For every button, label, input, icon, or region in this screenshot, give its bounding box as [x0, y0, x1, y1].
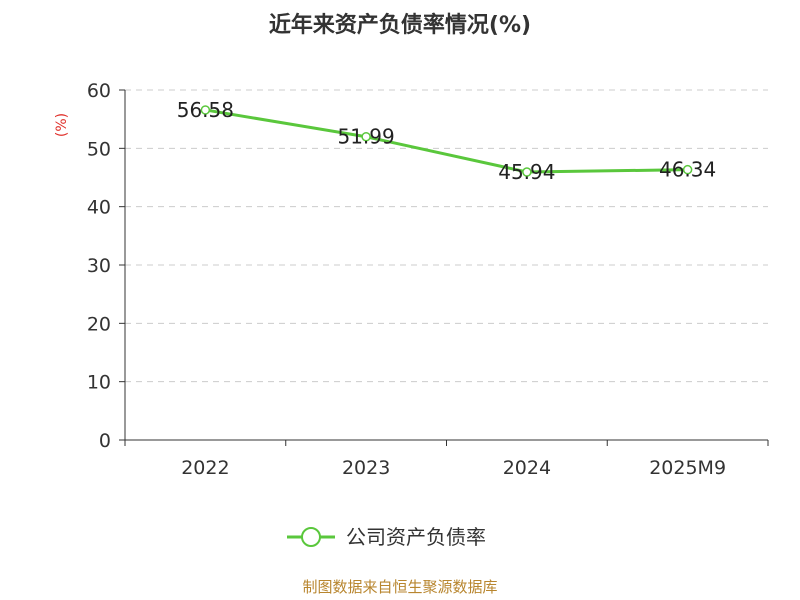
x-tick-label: 2022 — [181, 457, 229, 479]
y-tick-label: 50 — [87, 138, 111, 160]
chart-title: 近年来资产负债率情况(%) — [269, 12, 531, 38]
axes — [119, 89, 769, 446]
y-tick-label: 60 — [87, 80, 111, 102]
y-tick-label: 30 — [87, 255, 111, 277]
grid-lines — [125, 89, 768, 383]
data-label: 45.94 — [498, 160, 555, 184]
series-line — [203, 108, 690, 174]
y-tick-label: 0 — [99, 430, 111, 452]
legend-marker-icon — [301, 527, 321, 547]
data-label: 56.58 — [177, 98, 234, 122]
legend[interactable]: 公司资产负债率 — [287, 525, 486, 549]
y-tick-label: 10 — [87, 372, 111, 394]
x-tick-labels: 2022 2023 2024 2025M9 — [181, 457, 726, 479]
y-tick-label: 20 — [87, 313, 111, 335]
x-tick-label: 2025M9 — [649, 457, 726, 479]
series-layer — [200, 105, 693, 177]
y-tick-label: 40 — [87, 197, 111, 219]
data-label: 51.99 — [337, 125, 394, 149]
data-point — [522, 167, 532, 177]
data-point — [200, 105, 211, 115]
y-tick-labels: 0 10 20 30 40 50 60 — [87, 80, 111, 452]
data-label: 46.34 — [659, 158, 716, 182]
x-tick-label: 2024 — [503, 457, 551, 479]
x-tick-label: 2023 — [342, 457, 390, 479]
data-point — [682, 164, 693, 175]
data-point — [361, 131, 371, 142]
data-labels: 56.58 51.99 45.94 46.34 — [177, 98, 717, 184]
y-axis-label: (%) — [54, 113, 70, 137]
source-note: 制图数据来自恒生聚源数据库 — [302, 578, 497, 596]
legend-label: 公司资产负债率 — [346, 525, 486, 549]
